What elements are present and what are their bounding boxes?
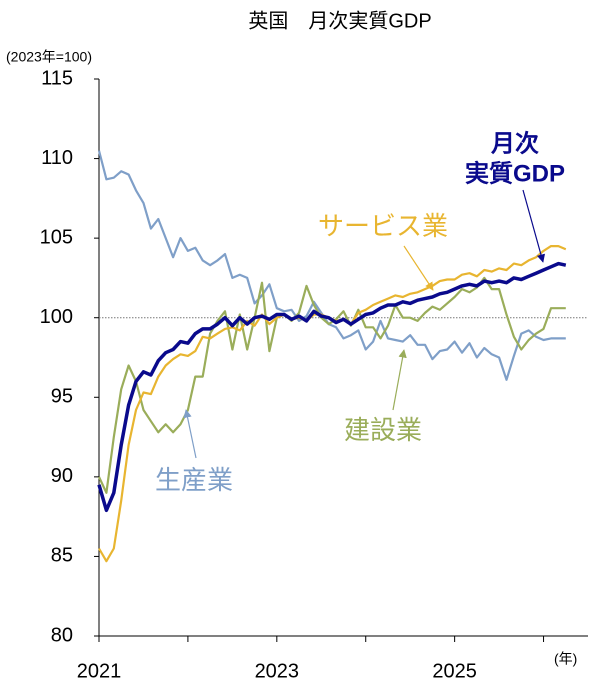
series-label: 月次 [490, 130, 539, 157]
annotation-arrow [403, 245, 434, 291]
annotation-arrow [183, 409, 197, 459]
y-tick-label: 110 [41, 147, 73, 169]
series-line [97, 150, 566, 381]
series-label: 建設業 [344, 415, 422, 445]
series-label: 実質GDP [465, 159, 565, 187]
x-unit: (年) [554, 651, 577, 667]
x-tick-label: 2025 [432, 660, 477, 682]
y-tick-label: 100 [40, 306, 73, 328]
series-line [98, 276, 566, 494]
y-tick-label: 90 [51, 465, 73, 487]
y-tick-label: 95 [51, 386, 73, 408]
series-line [98, 245, 567, 563]
y-unit: (2023年=100) [6, 49, 92, 65]
annotation-arrow [392, 349, 407, 411]
y-tick-label: 85 [51, 545, 73, 567]
series-line [97, 261, 567, 513]
annotation-arrow [522, 189, 546, 263]
y-tick-label: 115 [41, 67, 73, 89]
y-tick-label: 105 [40, 226, 73, 248]
series-label: 生産業 [155, 465, 233, 495]
chart-title: 英国 月次実質GDP [248, 9, 431, 32]
x-tick-label: 2023 [255, 660, 300, 682]
series-label: サービス業 [318, 211, 448, 241]
x-tick-label: 2021 [77, 660, 122, 682]
y-tick-label: 80 [51, 624, 73, 646]
